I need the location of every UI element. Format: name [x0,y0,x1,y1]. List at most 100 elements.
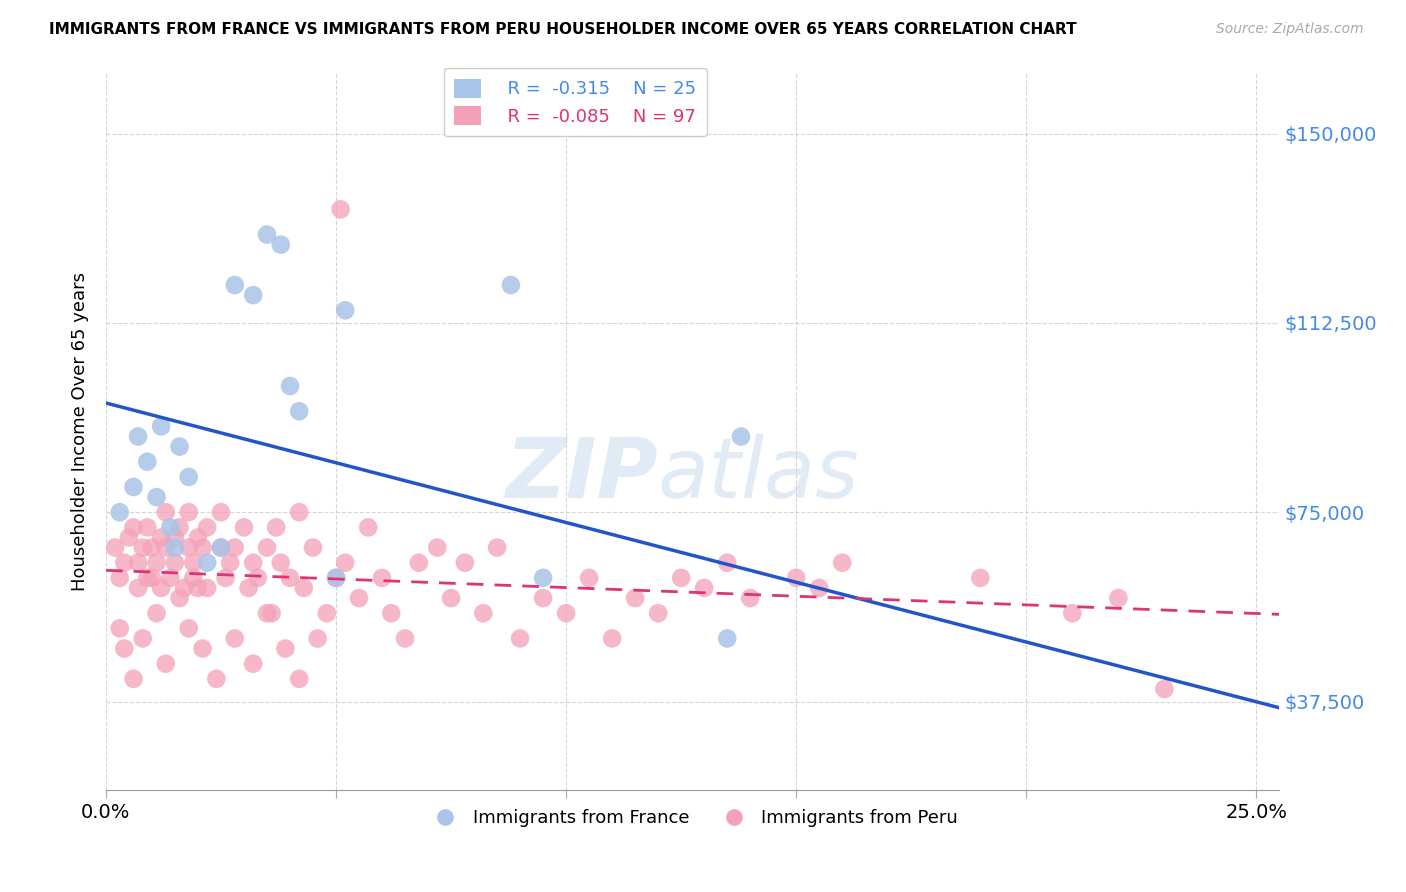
Point [647,606,669,620]
Point [693,581,716,595]
Point [177,470,200,484]
Point [224,541,246,555]
Point [118,531,141,545]
Point [238,581,260,595]
Point [264,520,287,534]
Text: ZIP: ZIP [505,434,658,515]
Point [315,606,337,620]
Point [145,490,167,504]
Point [169,591,191,605]
Point [108,505,131,519]
Point [325,571,347,585]
Point [127,429,149,443]
Point [1062,606,1084,620]
Point [531,591,554,605]
Y-axis label: Householder Income Over 65 years: Householder Income Over 65 years [72,272,89,591]
Point [256,606,278,620]
Point [112,641,135,656]
Point [108,621,131,635]
Point [716,632,738,646]
Point [288,672,311,686]
Point [408,556,430,570]
Point [624,591,647,605]
Point [104,541,127,555]
Point [335,556,357,570]
Point [260,606,283,620]
Point [132,632,155,646]
Point [808,581,831,595]
Point [454,556,477,570]
Point [155,541,177,555]
Point [177,505,200,519]
Point [600,632,623,646]
Point [357,520,380,534]
Point [195,556,218,570]
Point [831,556,853,570]
Point [141,571,163,585]
Point [205,672,228,686]
Point [122,480,145,494]
Point [233,520,256,534]
Point [155,505,177,519]
Point [1153,681,1175,696]
Point [288,505,311,519]
Point [145,606,167,620]
Point [195,520,218,534]
Point [270,237,292,252]
Point [278,571,301,585]
Point [224,278,246,293]
Point [256,227,278,242]
Point [122,672,145,686]
Point [555,606,578,620]
Point [270,556,292,570]
Point [214,571,236,585]
Point [325,571,347,585]
Point [145,556,167,570]
Point [159,520,181,534]
Point [219,556,242,570]
Point [440,591,463,605]
Point [335,303,357,318]
Text: IMMIGRANTS FROM FRANCE VS IMMIGRANTS FROM PERU HOUSEHOLDER INCOME OVER 65 YEARS : IMMIGRANTS FROM FRANCE VS IMMIGRANTS FRO… [49,22,1077,37]
Point [669,571,692,585]
Point [499,278,522,293]
Point [307,632,329,646]
Point [394,632,416,646]
Point [108,571,131,585]
Point [173,581,195,595]
Point [191,641,214,656]
Point [177,541,200,555]
Point [246,571,269,585]
Point [163,531,186,545]
Point [380,606,402,620]
Point [150,531,173,545]
Point [150,581,173,595]
Point [169,520,191,534]
Point [195,581,218,595]
Point [141,541,163,555]
Legend: Immigrants from France, Immigrants from Peru: Immigrants from France, Immigrants from … [420,802,965,835]
Point [136,571,159,585]
Point [136,455,159,469]
Point [187,581,209,595]
Point [177,621,200,635]
Point [183,556,205,570]
Point [112,556,135,570]
Point [191,541,214,555]
Point [716,556,738,570]
Point [1107,591,1129,605]
Point [136,520,159,534]
Point [242,288,264,302]
Point [730,429,752,443]
Point [163,556,186,570]
Point [224,632,246,646]
Point [578,571,600,585]
Point [127,556,149,570]
Point [155,657,177,671]
Point [292,581,315,595]
Point [274,641,297,656]
Point [169,440,191,454]
Point [329,202,352,217]
Point [256,541,278,555]
Point [302,541,325,555]
